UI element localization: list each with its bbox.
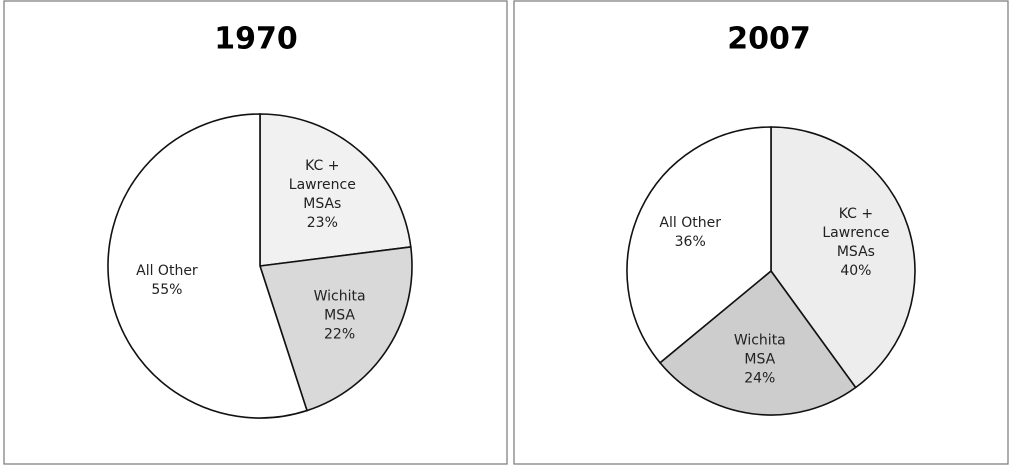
category-label: All Other	[659, 214, 721, 231]
value-label: 36%	[674, 233, 706, 250]
category-label: Wichita MSA	[313, 288, 366, 324]
slice-label: All Other 55%	[130, 262, 204, 300]
chart-title: 2007	[727, 22, 811, 57]
chart-title: 1970	[214, 22, 298, 57]
category-label: All Other	[136, 262, 198, 279]
value-label: 40%	[840, 263, 872, 280]
pie-slice	[107, 113, 308, 419]
slice-label: Wichita MSA 24%	[723, 331, 797, 388]
category-label: Wichita MSA	[733, 332, 786, 368]
value-label: 22%	[324, 326, 356, 343]
panel-border	[513, 0, 1009, 465]
slice-label: KC + Lawrence MSAs 23%	[285, 157, 359, 233]
slice-label: KC + Lawrence MSAs 40%	[819, 205, 893, 281]
pie-slice	[770, 126, 916, 389]
slice-label: Wichita MSA 22%	[303, 288, 377, 345]
pie-slice	[258, 246, 413, 412]
category-label: KC + Lawrence MSAs	[822, 206, 890, 261]
panel-border	[3, 0, 508, 465]
pie-slice	[658, 269, 857, 416]
category-label: KC + Lawrence MSAs	[288, 158, 356, 213]
pie-slice	[626, 126, 772, 364]
value-label: 55%	[151, 281, 183, 298]
pie-slice	[259, 113, 412, 267]
value-label: 24%	[744, 370, 776, 387]
value-label: 23%	[306, 215, 338, 232]
slice-label: All Other 36%	[653, 214, 727, 252]
